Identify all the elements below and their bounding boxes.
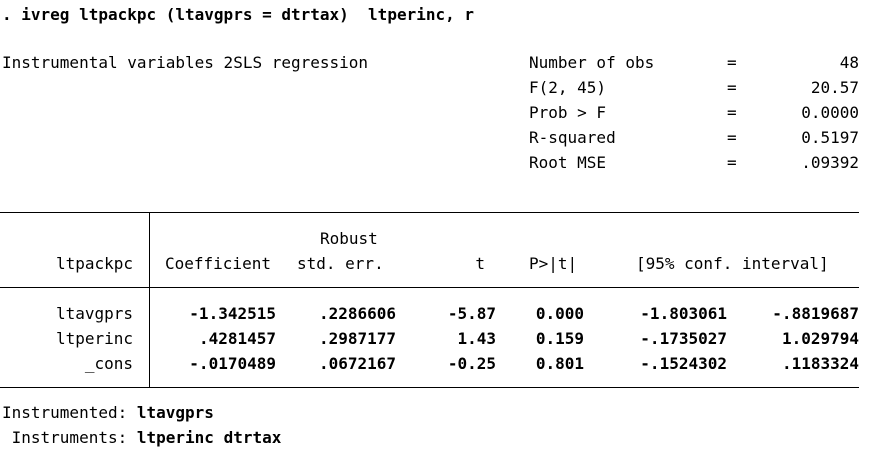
- stat-label: Root MSE: [529, 153, 607, 172]
- stat-value: 0.0000: [801, 103, 859, 122]
- instrumented-value: ltavgprs: [136, 403, 214, 422]
- row-ci-low: -1.803061: [640, 304, 727, 323]
- stat-value: 0.5197: [801, 128, 859, 147]
- row-se: .2987177: [318, 329, 396, 348]
- row-name: ltperinc: [55, 329, 133, 348]
- instruments-value: ltperinc dtrtax: [136, 428, 282, 447]
- table-bottom-rule: [0, 387, 859, 388]
- stat-eq: =: [727, 103, 737, 122]
- instrumented-label: Instrumented:: [2, 403, 128, 422]
- command-line: . ivreg ltpackpc (ltavgprs = dtrtax) ltp…: [2, 5, 475, 24]
- stat-value: .09392: [801, 153, 859, 172]
- t-header: t: [475, 254, 485, 273]
- row-ci-low: -.1735027: [640, 329, 727, 348]
- depvar-header: ltpackpc: [55, 254, 133, 273]
- row-coef: .4281457: [198, 329, 276, 348]
- row-ci-high: .1183324: [781, 354, 859, 373]
- row-ci-high: -.8819687: [772, 304, 859, 323]
- stat-eq: =: [727, 78, 737, 97]
- stat-value: 48: [839, 53, 859, 72]
- stat-label: R-squared: [529, 128, 616, 147]
- row-p: 0.801: [535, 354, 584, 373]
- row-se: .2286606: [318, 304, 396, 323]
- row-ci-low: -.1524302: [640, 354, 727, 373]
- stat-eq: =: [727, 128, 737, 147]
- stat-eq: =: [727, 53, 737, 72]
- row-coef: -1.342515: [189, 304, 276, 323]
- table-top-rule: [0, 212, 859, 213]
- coef-header: Coefficient: [165, 254, 271, 273]
- row-coef: -.0170489: [189, 354, 276, 373]
- instruments-line: Instruments: ltperinc dtrtax: [2, 425, 282, 450]
- robust-label: Robust: [320, 229, 378, 248]
- stat-value: 20.57: [810, 78, 859, 97]
- row-t: -5.87: [447, 304, 496, 323]
- row-t: -0.25: [447, 354, 496, 373]
- table-vertical-rule: [149, 212, 150, 388]
- p-header: P>|t|: [529, 254, 578, 273]
- instruments-label: Instruments:: [2, 428, 128, 447]
- row-name: ltavgprs: [55, 304, 133, 323]
- row-ci-high: 1.029794: [781, 329, 859, 348]
- row-se: .0672167: [318, 354, 396, 373]
- stat-label: Prob > F: [529, 103, 607, 122]
- stat-label: F(2, 45): [529, 78, 607, 97]
- table-header-rule: [0, 287, 859, 288]
- row-t: 1.43: [457, 329, 496, 348]
- se-header: std. err.: [297, 254, 384, 273]
- ci-header: [95% conf. interval]: [636, 254, 829, 273]
- instrumented-line: Instrumented: ltavgprs: [2, 400, 214, 425]
- stat-label: Number of obs: [529, 53, 655, 72]
- row-name: _cons: [84, 354, 133, 373]
- regression-title: Instrumental variables 2SLS regression: [2, 53, 369, 72]
- stat-eq: =: [727, 153, 737, 172]
- row-p: 0.000: [535, 304, 584, 323]
- row-p: 0.159: [535, 329, 584, 348]
